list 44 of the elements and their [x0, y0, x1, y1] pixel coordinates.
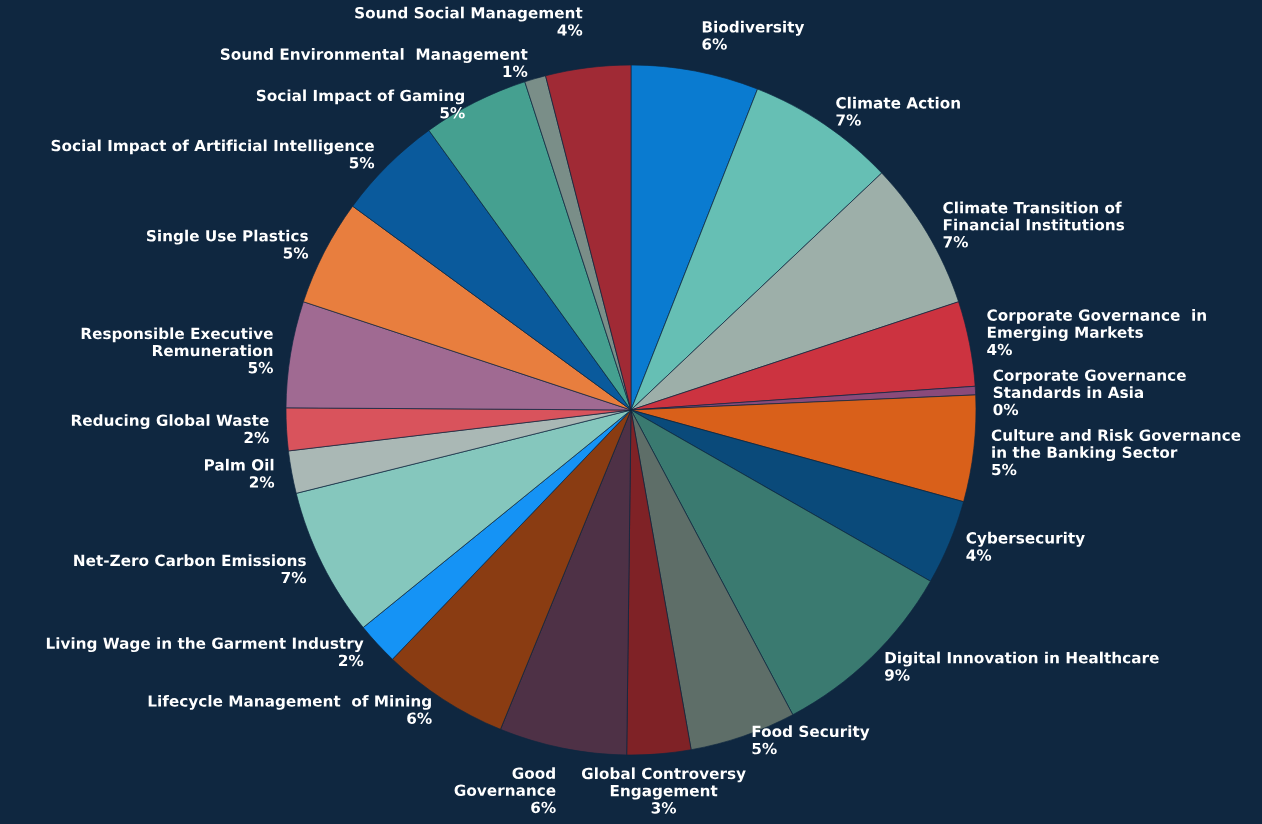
- data-label: 9%: [884, 669, 910, 681]
- slice-label: Palm Oil: [205, 458, 274, 471]
- data-label: 5%: [440, 106, 465, 119]
- data-label: 4%: [557, 24, 583, 36]
- data-label: 2%: [249, 476, 275, 488]
- slice-label: Climate Action: [836, 96, 960, 109]
- slice-label: Sound Environmental Management: [220, 48, 528, 63]
- data-label: 7%: [281, 571, 307, 584]
- data-label: 1%: [503, 65, 528, 78]
- data-label: 4%: [966, 549, 992, 561]
- slice-label: Global Controversy Engagement: [581, 767, 746, 800]
- data-label: 5%: [349, 156, 375, 169]
- slice-label: Corporate Governance Standards in Asia: [993, 369, 1186, 399]
- slice-label: Biodiversity: [702, 20, 805, 36]
- slice-label: Sound Social Management: [355, 6, 583, 22]
- slice-label: Digital Innovation in Healthcare: [885, 651, 1159, 667]
- data-label: 6%: [407, 712, 432, 724]
- data-label: 2%: [244, 431, 269, 444]
- data-label: 5%: [283, 247, 309, 259]
- data-label: 0%: [993, 403, 1019, 416]
- data-label: 7%: [943, 236, 968, 248]
- data-label: 5%: [752, 742, 777, 755]
- data-label: 3%: [651, 802, 677, 814]
- slice-label: Single Use Plastics: [146, 229, 308, 245]
- slice-label: Reducing Global Waste: [71, 414, 269, 430]
- slice-label: Culture and Risk Governance in the Banking Sector: [991, 429, 1241, 462]
- data-label: 7%: [836, 114, 861, 126]
- slice-label: Responsible Executive Remuneration: [81, 327, 273, 357]
- slice-label: Social Impact of Gaming: [256, 89, 464, 105]
- slice-label: Good Governance: [454, 767, 556, 797]
- data-label: 2%: [339, 654, 364, 667]
- data-label: 6%: [531, 801, 556, 814]
- data-label: 5%: [992, 463, 1017, 476]
- slice-label: Net-Zero Carbon Emissions: [74, 554, 306, 567]
- slice-label: Social Impact of Artificial Intelligence: [51, 139, 374, 155]
- slice-label: Food Security: [752, 725, 870, 741]
- slice-label: Lifecycle Management of Mining: [148, 694, 431, 710]
- slice-label: Living Wage in the Garment Industry: [46, 637, 364, 653]
- slice-label: Climate Transition of Financial Institutions: [943, 201, 1125, 231]
- data-label: 5%: [248, 361, 273, 374]
- slice-label: Cybersecurity: [966, 531, 1085, 547]
- slice-label: Corporate Governance in Emerging Markets: [987, 309, 1206, 342]
- data-label: 4%: [987, 343, 1012, 356]
- data-label: 6%: [702, 38, 727, 50]
